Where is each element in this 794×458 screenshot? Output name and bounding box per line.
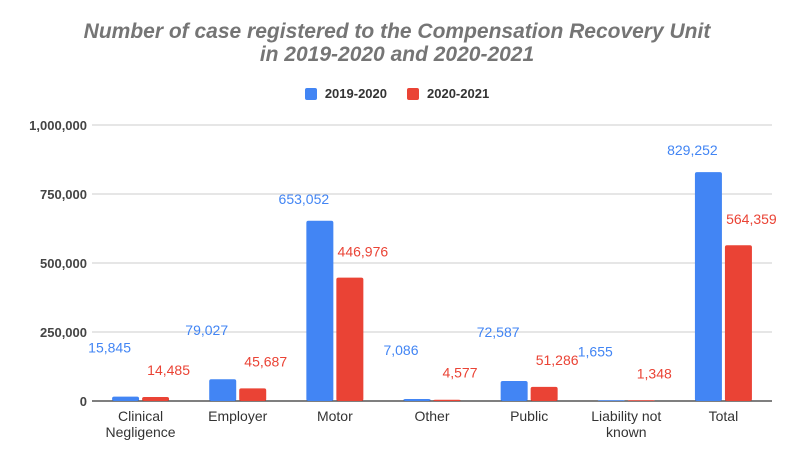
x-category-label: Negligence xyxy=(106,424,176,440)
bar-2019-2020 xyxy=(694,172,722,401)
legend-swatch-2020-2021 xyxy=(407,87,419,100)
bar-2019-2020 xyxy=(112,396,140,401)
y-tick-label: 0 xyxy=(80,394,87,409)
bar-2020-2021 xyxy=(724,245,752,401)
bar-2020-2021 xyxy=(627,400,655,401)
x-category-label: Motor xyxy=(317,408,353,424)
x-category-label: Employer xyxy=(208,408,267,424)
y-tick-label: 1,000,000 xyxy=(29,118,87,133)
data-label-2020-2021: 564,359 xyxy=(726,211,777,227)
x-category-label: Total xyxy=(709,408,739,424)
chart-title: Number of case registered to the Compens… xyxy=(0,20,794,66)
legend-label-2019-2020: 2019-2020 xyxy=(324,86,387,101)
bar-2019-2020 xyxy=(209,379,237,401)
data-label-2019-2020: 1,655 xyxy=(578,344,613,360)
legend-label-2020-2021: 2020-2021 xyxy=(427,86,490,101)
legend-entry-2020-2021: 2020-2021 xyxy=(407,86,489,101)
x-category-label: known xyxy=(606,424,646,440)
bar-2019-2020 xyxy=(403,399,431,401)
bar-2020-2021 xyxy=(336,277,364,401)
x-category-label: Public xyxy=(510,408,548,424)
data-label-2019-2020: 653,052 xyxy=(279,191,330,207)
bar-2019-2020 xyxy=(597,400,625,401)
bar-2019-2020 xyxy=(500,380,528,401)
x-category-label: Other xyxy=(414,408,449,424)
x-category-label: Liability not xyxy=(591,408,661,424)
bar-2020-2021 xyxy=(142,397,170,401)
legend-swatch-2019-2020 xyxy=(304,87,317,100)
data-label-2019-2020: 72,587 xyxy=(477,324,520,340)
data-label-2020-2021: 51,286 xyxy=(536,352,579,368)
bar-2020-2021 xyxy=(433,399,461,401)
data-label-2019-2020: 829,252 xyxy=(667,142,718,158)
data-label-2019-2020: 7,086 xyxy=(383,342,418,358)
data-label-2019-2020: 79,027 xyxy=(185,322,228,338)
data-label-2020-2021: 446,976 xyxy=(338,244,389,260)
y-tick-label: 250,000 xyxy=(40,325,87,340)
bar-2020-2021 xyxy=(530,386,558,401)
bar-2019-2020 xyxy=(306,220,334,401)
data-label-2020-2021: 4,577 xyxy=(442,365,477,381)
y-tick-label: 500,000 xyxy=(40,256,87,271)
x-category-label: Clinical xyxy=(118,408,163,424)
chart-legend: 2019-2020 2020-2021 xyxy=(0,86,794,101)
y-tick-label: 750,000 xyxy=(40,187,87,202)
data-label-2020-2021: 14,485 xyxy=(147,362,190,378)
data-label-2020-2021: 1,348 xyxy=(637,366,672,382)
bar-2020-2021 xyxy=(239,388,267,401)
chart-title-line-2: in 2019-2020 and 2020-2021 xyxy=(259,43,535,66)
data-label-2020-2021: 45,687 xyxy=(244,353,287,369)
chart-title-line-1: Number of case registered to the Compens… xyxy=(83,20,711,43)
legend-entry-2019-2020: 2019-2020 xyxy=(304,86,387,101)
data-label-2019-2020: 15,845 xyxy=(88,340,131,356)
